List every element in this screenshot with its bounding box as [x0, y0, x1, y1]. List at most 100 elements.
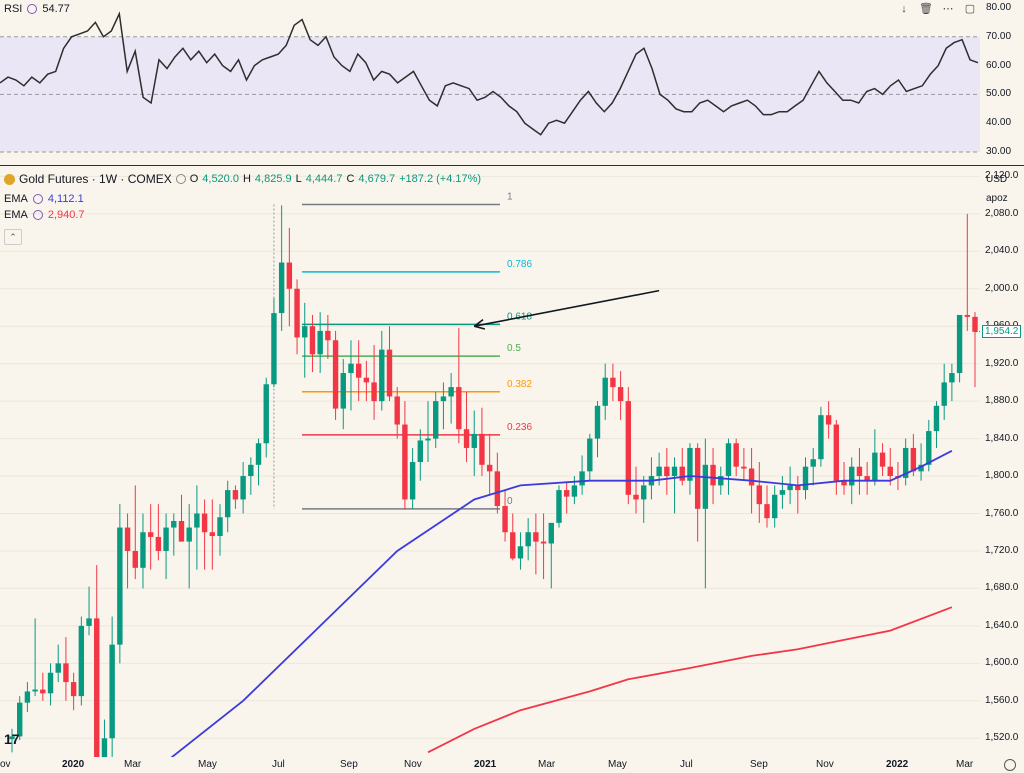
candle-body — [579, 471, 585, 486]
collapse-legend-button[interactable]: ⌃ — [4, 229, 22, 245]
candle-body — [394, 396, 400, 425]
candle-body — [656, 466, 662, 477]
candle-body — [286, 262, 293, 289]
candle-body — [502, 506, 508, 533]
gold-logo-icon — [4, 173, 15, 185]
ohlc-close: 4,679.7 — [358, 173, 396, 185]
ema-label: EMA — [4, 193, 28, 205]
candle-body — [864, 476, 870, 481]
time-axis[interactable]: ov 2020 Mar May Jul Sep Nov 2021 Mar May Jul Sep Nov… — [0, 757, 980, 773]
candle-body — [510, 532, 516, 559]
ohlc-low: 4,444.7 — [305, 173, 343, 185]
candle-body — [795, 485, 801, 491]
more-icon[interactable]: ⋯ — [942, 3, 954, 15]
candle-body — [540, 541, 547, 544]
candle-body — [902, 447, 909, 478]
settings-icon[interactable] — [32, 210, 43, 220]
arrow-down-icon[interactable]: ↓ — [901, 3, 907, 15]
candle-body — [617, 387, 624, 402]
candle-body — [425, 438, 431, 441]
rsi-value: 54.77 — [42, 3, 70, 15]
panel-separator[interactable] — [0, 165, 1024, 166]
time-tick-label: 2020 — [62, 759, 85, 770]
candle-body — [587, 438, 593, 472]
ema-fast-line — [170, 450, 953, 757]
candle-body — [625, 401, 632, 495]
candle-body — [741, 466, 747, 469]
candle-body — [209, 532, 216, 536]
price-tick-label: 2,080.0 — [985, 207, 1019, 219]
price-tick-label: 1,680.0 — [985, 582, 1019, 594]
candle-body — [887, 466, 893, 477]
candle-body — [171, 521, 177, 528]
candle-body — [101, 738, 108, 757]
candle-body — [194, 513, 200, 528]
time-tick-label: Nov — [404, 759, 422, 770]
candle-body — [355, 363, 362, 378]
candle-body — [933, 405, 940, 432]
ema-value: 4,112.1 — [47, 193, 84, 205]
candle-body — [325, 330, 331, 341]
candle-body — [263, 384, 269, 444]
candle-body — [317, 330, 323, 355]
candle-body — [94, 618, 100, 757]
candle-body — [910, 447, 917, 472]
candle-body — [710, 464, 716, 486]
candle-body — [471, 433, 477, 448]
candle-body — [147, 532, 154, 537]
price-axis[interactable]: 2,120.02,080.02,040.02,000.01,960.01,920… — [980, 167, 1024, 757]
rsi-title: RSI — [4, 3, 23, 15]
candle-body — [494, 471, 501, 507]
candle-body — [332, 340, 339, 409]
candle-body — [756, 485, 762, 505]
price-tick-label: 1,800.0 — [985, 470, 1019, 482]
candle-body — [956, 314, 963, 374]
scale-mode-selector[interactable]: apoz — [986, 193, 1008, 204]
time-axis-settings-icon[interactable] — [1004, 759, 1016, 771]
candle-body — [363, 377, 370, 383]
fib-level-label: 1 — [507, 191, 513, 202]
fib-level-label: 0.5 — [507, 343, 521, 354]
candle-body — [926, 431, 932, 465]
candle-body — [764, 504, 770, 519]
rsi-tick-label: 70.00 — [986, 30, 1012, 42]
candle-body — [178, 521, 185, 542]
symbol-title[interactable]: Gold Futures · 1W · COMEX — [19, 172, 172, 186]
currency-selector[interactable]: USD — [986, 174, 1008, 185]
candle-body — [86, 618, 92, 626]
candle-body — [856, 466, 863, 477]
candle-body — [456, 387, 462, 430]
tradingview-logo[interactable]: 17 — [4, 731, 20, 747]
candle-body — [9, 736, 15, 740]
candle-body — [240, 476, 246, 500]
candle-body — [78, 625, 85, 697]
time-tick-label: 2021 — [474, 759, 497, 770]
candle-body — [309, 326, 316, 355]
candle-body — [294, 288, 300, 338]
candle-body — [155, 536, 162, 551]
candle-body — [186, 527, 192, 542]
time-tick-label: Nov — [816, 759, 834, 770]
candle-body — [787, 485, 793, 491]
candle-body — [448, 387, 454, 397]
candle-body — [687, 447, 693, 481]
candle-body — [610, 377, 616, 388]
ohlc-high: 4,825.9 — [254, 173, 292, 185]
candle-body — [271, 313, 277, 385]
ema-slow-line — [427, 606, 953, 754]
trash-icon[interactable]: 🗑 — [919, 3, 933, 15]
fib-level-label: 0.236 — [507, 422, 532, 433]
candle-body — [825, 415, 832, 425]
ohlc-open-label: O — [189, 173, 199, 185]
settings-icon[interactable] — [175, 174, 186, 184]
settings-icon[interactable] — [32, 194, 43, 204]
fib-level-label: 0.382 — [507, 379, 532, 390]
candle-body — [232, 490, 239, 500]
annotation-arrowhead — [473, 318, 486, 330]
candle-body — [949, 373, 955, 383]
settings-icon[interactable] — [27, 4, 38, 14]
maximize-icon[interactable]: ▢ — [964, 3, 976, 15]
candle-body — [641, 485, 647, 500]
